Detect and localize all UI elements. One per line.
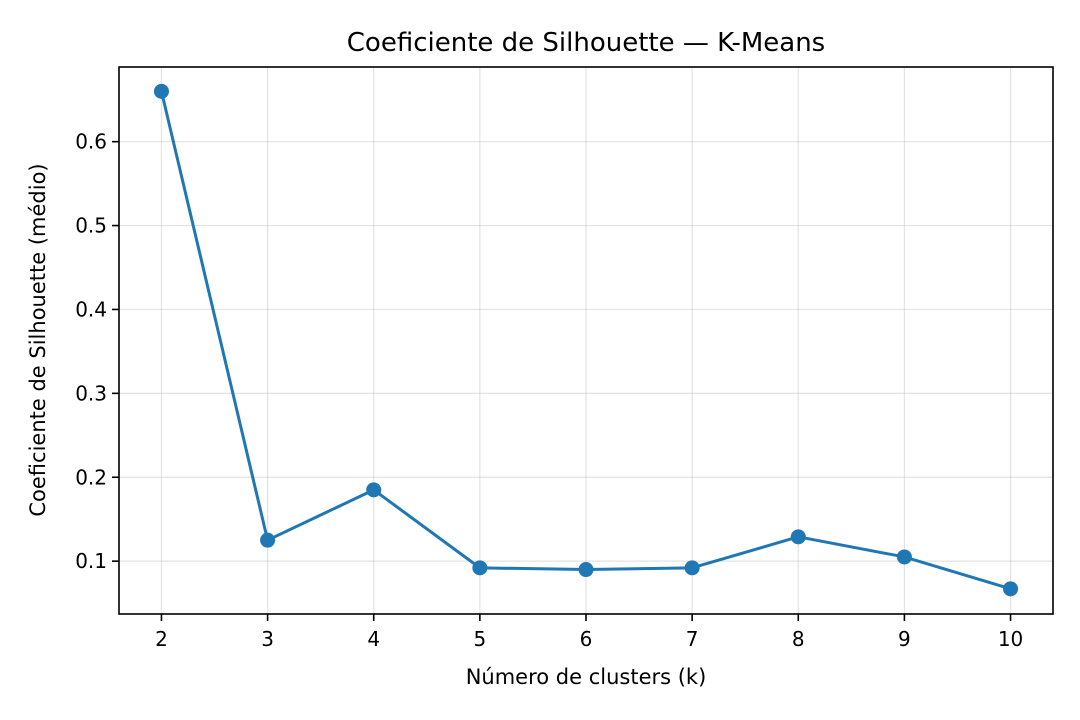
x-tick-label: 2 <box>155 627 168 651</box>
axis-ticks: 2 3 4 5 6 7 8 9 10 0.1 0.2 0.3 0.4 0.5 0.6 <box>75 130 1023 651</box>
x-tick-label: 8 <box>792 627 805 651</box>
x-tick-label: 9 <box>898 627 911 651</box>
x-tick-label: 5 <box>473 627 486 651</box>
data-point <box>684 560 700 576</box>
x-axis-label: Número de clusters (k) <box>466 665 707 689</box>
x-tick-label: 7 <box>686 627 699 651</box>
y-tick-label: 0.5 <box>75 214 107 238</box>
x-tick-label: 4 <box>367 627 380 651</box>
y-axis-label: Coeficiente de Silhouette (médio) <box>26 163 50 516</box>
data-point <box>366 482 382 498</box>
grid-lines <box>119 67 1053 614</box>
y-tick-label: 0.6 <box>75 130 107 154</box>
x-tick-label: 6 <box>580 627 593 651</box>
data-point <box>790 529 806 545</box>
x-tick-label: 3 <box>261 627 274 651</box>
data-point <box>153 83 169 99</box>
series-layer <box>153 83 1019 597</box>
data-point <box>578 562 594 578</box>
data-point <box>472 560 488 576</box>
data-point <box>1003 581 1019 597</box>
y-tick-label: 0.3 <box>75 381 107 405</box>
plot-frame <box>118 66 1054 615</box>
data-point <box>260 532 276 548</box>
x-tick-label: 10 <box>998 627 1023 651</box>
data-point <box>896 549 912 565</box>
chart-title: Coeficiente de Silhouette — K-Means <box>347 28 825 58</box>
y-tick-label: 0.1 <box>75 549 107 573</box>
y-tick-label: 0.2 <box>75 465 107 489</box>
y-tick-label: 0.4 <box>75 297 107 321</box>
